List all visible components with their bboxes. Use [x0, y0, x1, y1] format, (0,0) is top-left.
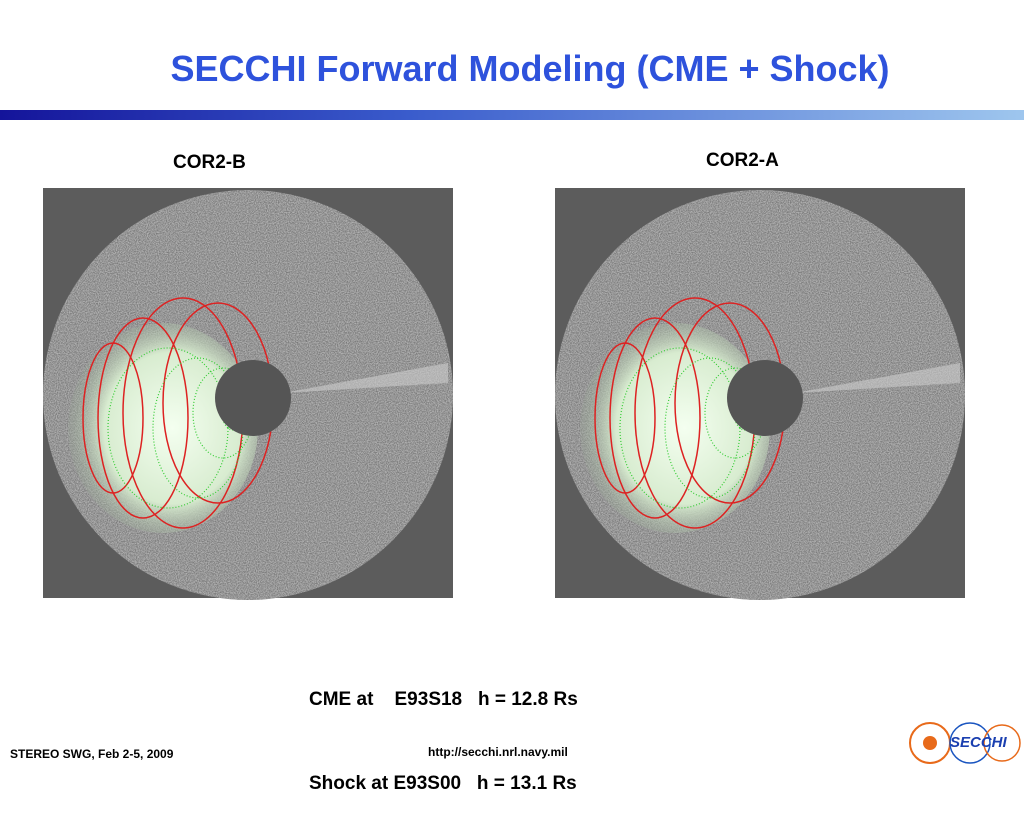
- footer-url: http://secchi.nrl.navy.mil: [428, 745, 568, 759]
- logo: SECCHI: [950, 734, 1007, 751]
- slide: {"header": {"title": "SECCHI Forward Mod…: [0, 0, 1024, 794]
- slide-title: SECCHI Forward Modeling (CME + Shock): [170, 48, 890, 89]
- logo-mark: [909, 722, 1021, 764]
- footer-left: STEREO SWG, Feb 2-5, 2009: [10, 747, 174, 761]
- cor2-b-image: [43, 188, 453, 600]
- images: [0, 0, 1021, 764]
- panel-label: COR2-A: [706, 150, 779, 171]
- panel-label: COR2-B: [173, 152, 246, 173]
- cor2-a-image: [555, 188, 965, 600]
- caption-line: CME at E93S18 h = 12.8 Rs: [309, 689, 578, 710]
- caption-line: Shock at E93S00 h = 13.1 Rs: [309, 773, 577, 794]
- caption: CME at E93S18 h = 12.8 Rs Shock at E93S0…: [309, 630, 578, 826]
- title-rule: [0, 110, 1024, 120]
